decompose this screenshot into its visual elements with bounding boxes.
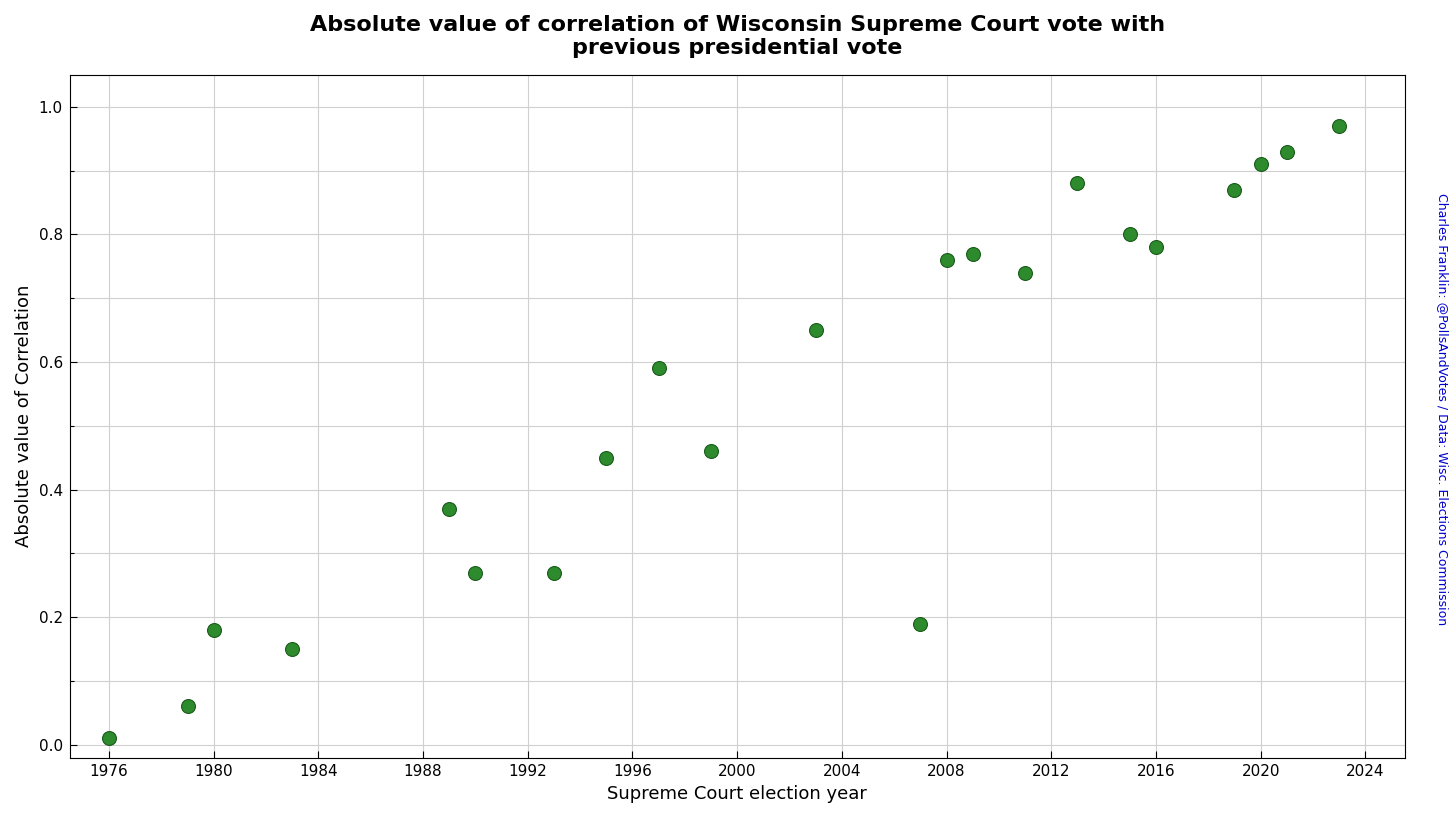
Point: [594, 452, 617, 465]
Point: [699, 445, 722, 458]
Point: [1328, 119, 1351, 133]
Point: [646, 362, 670, 375]
Point: [1275, 145, 1299, 158]
Point: [935, 254, 958, 267]
Point: [464, 566, 488, 579]
Point: [1066, 177, 1089, 190]
Point: [542, 566, 565, 579]
Point: [1013, 266, 1037, 279]
Point: [1118, 228, 1142, 241]
Point: [281, 642, 304, 655]
Text: Charles Franklin: @PollsAndVotes / Data: Wisc. Elections Commission: Charles Franklin: @PollsAndVotes / Data:…: [1436, 193, 1449, 625]
Point: [1249, 158, 1273, 171]
Point: [438, 502, 462, 515]
Point: [176, 700, 199, 713]
X-axis label: Supreme Court election year: Supreme Court election year: [607, 785, 868, 803]
Point: [909, 617, 932, 630]
Point: [202, 623, 226, 636]
Point: [961, 247, 984, 260]
Y-axis label: Absolute value of Correlation: Absolute value of Correlation: [15, 285, 33, 547]
Point: [1223, 183, 1246, 196]
Title: Absolute value of correlation of Wisconsin Supreme Court vote with
previous pres: Absolute value of correlation of Wiscons…: [310, 15, 1165, 58]
Point: [1144, 240, 1168, 254]
Point: [98, 732, 121, 745]
Point: [804, 324, 827, 337]
